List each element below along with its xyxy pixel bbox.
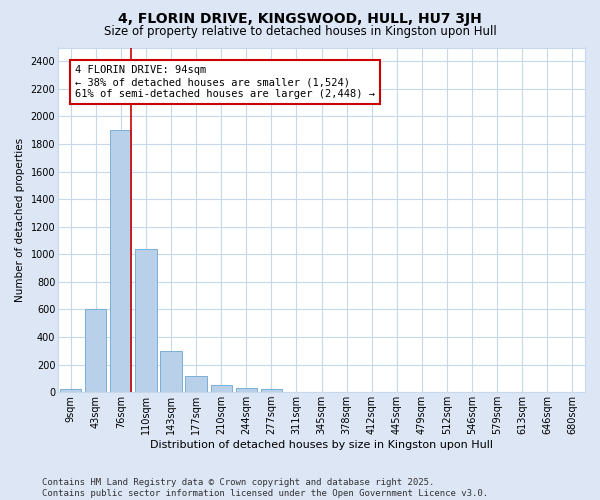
Bar (160, 352, 182, 392)
Bar (85, 310, 106, 392)
Bar (260, 390, 282, 392)
Bar (236, 388, 257, 392)
Text: Size of property relative to detached houses in Kingston upon Hull: Size of property relative to detached ho… (104, 25, 496, 38)
Y-axis label: Number of detached properties: Number of detached properties (15, 138, 25, 302)
Bar (60, 390, 81, 392)
Bar (185, 376, 207, 392)
Text: Contains HM Land Registry data © Crown copyright and database right 2025.
Contai: Contains HM Land Registry data © Crown c… (42, 478, 488, 498)
Text: 4 FLORIN DRIVE: 94sqm
← 38% of detached houses are smaller (1,524)
61% of semi-d: 4 FLORIN DRIVE: 94sqm ← 38% of detached … (75, 66, 375, 98)
X-axis label: Distribution of detached houses by size in Kingston upon Hull: Distribution of detached houses by size … (150, 440, 493, 450)
Bar (211, 386, 232, 392)
Bar (135, 249, 157, 392)
Text: 4, FLORIN DRIVE, KINGSWOOD, HULL, HU7 3JH: 4, FLORIN DRIVE, KINGSWOOD, HULL, HU7 3J… (118, 12, 482, 26)
Bar (110, 130, 131, 392)
